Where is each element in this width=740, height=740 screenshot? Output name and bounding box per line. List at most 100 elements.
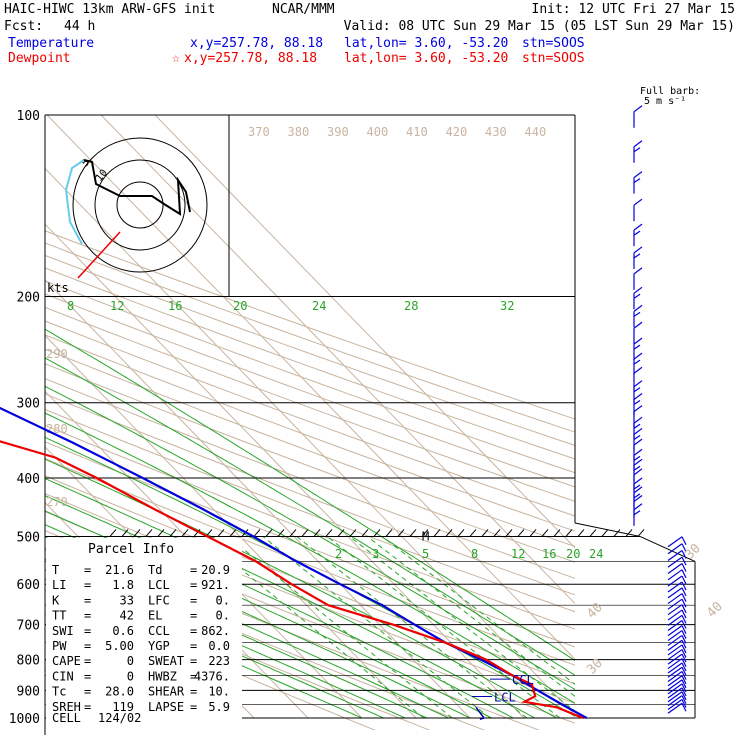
wind-barb-flag [633,366,643,374]
parcel-param-name: SREH [52,700,81,714]
pressure-tick-label: 600 [17,578,40,593]
parcel-param-eq: = [190,593,197,607]
mixing-ratio-label: 16 [168,299,182,313]
parcel-param-value-right: 862. [201,624,230,638]
hatch-mark [421,529,429,537]
wind-barb-flag [633,387,641,393]
hatch-mark [169,529,177,537]
hatch-mark [433,529,441,537]
parcel-param-name: LI [52,578,66,592]
wind-barb-staff [667,702,683,714]
wind-barb-staff [667,536,683,548]
wind-barb-flag [633,477,643,485]
barb-note-2: 5 m s⁻¹ [644,96,686,107]
parcel-param-name: K [52,593,60,607]
dry-adiabat-line [45,348,575,548]
temperature-legend: Temperature [8,36,94,51]
dry-adiabat-line [45,441,575,648]
wind-barb-staff [667,695,683,707]
hatch-mark [361,529,369,537]
ccl-label: CCL [512,673,534,687]
model-title: HAIC-HIWC 13km ARW-GFS init [4,2,215,17]
mixing-ratio-label: 12 [110,299,124,313]
wind-barb-flag [633,484,641,490]
wind-barb-flag [681,683,687,693]
parcel-param-eq: = [84,700,91,714]
parcel-param-value-right: 20.9 [201,563,230,577]
wind-barb-flag [681,630,687,639]
isotherm-line [45,223,525,719]
hatch-mark [121,529,129,537]
dry-adiabat-line [45,306,575,502]
wind-barb-flag [681,662,687,672]
parcel-param-value-right: 0. [216,609,230,623]
hatch-mark [637,529,645,537]
wind-barb-staff [667,683,683,695]
wind-barb-flag [633,380,643,388]
theta-label: 430 [485,125,507,139]
parcel-param-value: 21.6 [105,563,134,577]
hatch-mark [553,529,561,537]
hatch-mark [529,529,537,537]
wind-barb-flag [681,563,687,572]
hatch-mark [493,529,501,537]
mixing-ratio-label: 20 [233,299,247,313]
hatch-mark [565,529,573,537]
wind-barb-staff [667,666,683,678]
parcel-param-name: SWI [52,624,74,638]
wind-barb-flag [633,311,641,317]
parcel-param-eq: = [190,700,197,714]
wind-barb-staff [667,639,683,651]
wind-barb-flag [633,147,641,153]
wind-barb-staff [667,649,683,661]
mixing-ratio-line [349,536,575,712]
mixing-ratio-label-lower: 20 [566,547,580,561]
parcel-param-eq: = [190,609,197,623]
isotherm-line [46,115,575,660]
wind-barb-staff [667,644,683,656]
wind-barb-flag [681,687,687,697]
init-time: Init: 12 UTC Fri 27 Mar 15 [532,2,736,17]
dry-adiabat-line [45,475,575,685]
wind-barb-staff [667,698,683,710]
wind-barb-staff [667,671,683,683]
parcel-param-value-right: 5.9 [208,700,230,714]
hatch-mark [577,529,585,537]
temperature-latlon: lat,lon= 3.60, -53.20 [344,36,508,51]
wind-barb-flag [633,304,643,312]
wind-barb-flag [633,427,643,435]
wind-barb-staff [667,549,683,561]
isotherm-line [100,115,575,605]
wind-barb-flag [681,653,687,663]
wind-barb-flag [633,267,643,275]
wind-barb-flag [633,359,641,365]
pressure-tick-label: 1000 [9,712,40,727]
wind-barb-staff [667,593,683,605]
wind-barb-staff [667,653,683,665]
pressure-tick-label: 100 [17,109,40,124]
hatch-mark [289,529,297,537]
parcel-param-eq: = [190,563,197,577]
wind-barb-staff [667,630,683,642]
hodograph-trace [83,159,191,216]
mixing-ratio-label-lower: 12 [511,547,525,561]
parcel-param-eq: = [84,609,91,623]
m-marker-label: M [422,529,429,543]
wind-barb-flag [681,587,687,597]
parcel-param-value: 1.8 [112,578,134,592]
theta-label-left: 270 [46,495,68,509]
wind-barb-staff [667,575,683,587]
dry-adiabat-line [45,254,575,446]
hodograph-ring-label: 5 [80,157,92,169]
mixing-ratio-label-lower: 2 [335,547,342,561]
wind-barb-flag [681,615,687,624]
wind-barb-flag [633,465,641,471]
wind-barb-staff [667,587,683,599]
wind-barb-flag [633,293,641,299]
wind-barb-flag [681,679,687,689]
hatch-mark [409,529,417,537]
wind-barb-flag [633,321,643,329]
theta-label: 410 [406,125,428,139]
